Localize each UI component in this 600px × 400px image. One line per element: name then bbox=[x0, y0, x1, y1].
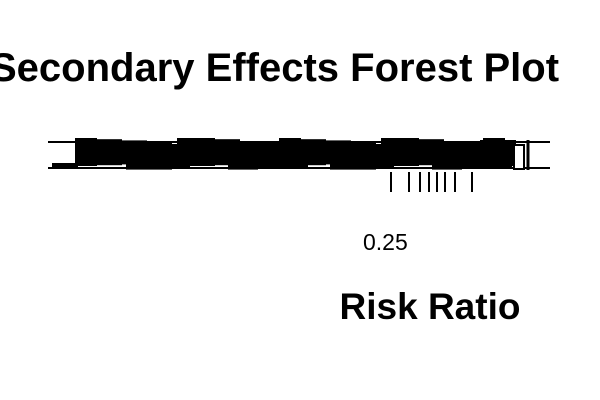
study-row-block bbox=[347, 142, 369, 169]
study-row-block bbox=[75, 138, 97, 166]
study-rows bbox=[52, 138, 530, 170]
estimate-box bbox=[513, 144, 525, 170]
study-label-smudge bbox=[52, 163, 78, 169]
estimate-block bbox=[480, 140, 516, 166]
x-ticks bbox=[390, 172, 473, 192]
x-tick-label: 0.25 bbox=[363, 229, 408, 255]
x-axis-label: Risk Ratio bbox=[339, 286, 521, 327]
study-row-block bbox=[279, 138, 301, 166]
study-row-block bbox=[415, 140, 437, 165]
chart-title: Secondary Effects Forest Plot bbox=[0, 46, 560, 90]
study-row-block bbox=[211, 140, 233, 165]
study-row-block bbox=[143, 142, 165, 169]
